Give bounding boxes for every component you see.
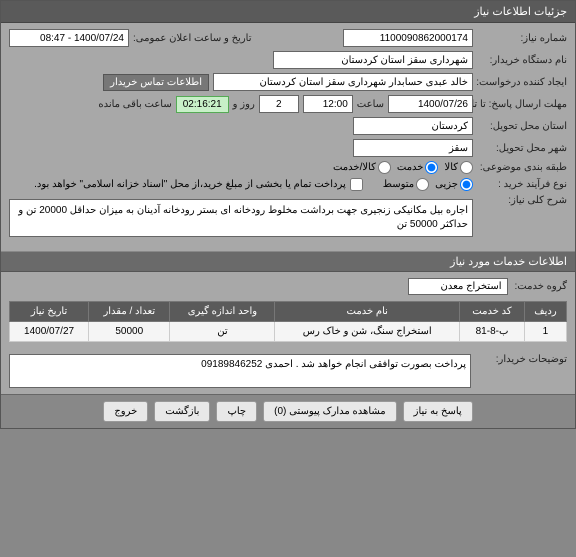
payment-checkbox-row[interactable]: پرداخت تمام یا بخشی از مبلغ خرید،از محل … bbox=[34, 178, 363, 191]
category-radios: کالا خدمت کالا/خدمت bbox=[333, 161, 473, 174]
cell-unit: تن bbox=[170, 322, 275, 342]
payment-check-label: پرداخت تمام یا بخشی از مبلغ خرید،از محل … bbox=[34, 179, 346, 190]
announce-label: تاریخ و ساعت اعلان عمومی: bbox=[133, 33, 252, 44]
exit-button[interactable]: خروج bbox=[103, 401, 148, 422]
contact-button[interactable]: اطلاعات تماس خریدار bbox=[103, 74, 209, 91]
creator-label: ایجاد کننده درخواست: bbox=[477, 77, 567, 88]
deadline-time-field[interactable] bbox=[303, 95, 353, 113]
cell-date: 1400/07/27 bbox=[10, 322, 89, 342]
description-box: اجاره بیل مکانیکی زنجیری جهت برداشت مخلو… bbox=[9, 199, 473, 237]
radio-service[interactable]: خدمت bbox=[397, 161, 439, 174]
buyer-notes-row: توضیحات خریدار: پرداخت بصورت توافقی انجا… bbox=[1, 348, 575, 394]
deadline-label: مهلت ارسال پاسخ: تا تاریخ: bbox=[477, 99, 567, 110]
details-panel: جزئیات اطلاعات نیاز شماره نیاز: تاریخ و … bbox=[0, 0, 576, 429]
buyer-notes-label: توضیحات خریدار: bbox=[477, 354, 567, 388]
days-field[interactable] bbox=[259, 95, 299, 113]
back-button[interactable]: بازگشت bbox=[154, 401, 210, 422]
cell-qty: 50000 bbox=[89, 322, 170, 342]
purchase-type-label: نوع فرآیند خرید : bbox=[477, 179, 567, 190]
purchase-type-radios: جزیی متوسط bbox=[383, 178, 473, 191]
group-field: استخراج معدن bbox=[408, 278, 508, 295]
panel-title: جزئیات اطلاعات نیاز bbox=[1, 1, 575, 23]
need-number-field[interactable] bbox=[343, 29, 473, 47]
cell-code: ب-8-81 bbox=[460, 322, 525, 342]
cell-row: 1 bbox=[524, 322, 566, 342]
form-area: شماره نیاز: تاریخ و ساعت اعلان عمومی: نا… bbox=[1, 23, 575, 251]
radio-both[interactable]: کالا/خدمت bbox=[333, 161, 391, 174]
table-row[interactable]: 1 ب-8-81 استخراج سنگ، شن و خاک رس تن 500… bbox=[10, 322, 567, 342]
group-label: گروه خدمت: bbox=[514, 281, 567, 292]
city-label: شهر محل تحویل: bbox=[477, 143, 567, 154]
province-field[interactable] bbox=[353, 117, 473, 135]
announce-field[interactable] bbox=[9, 29, 129, 47]
th-unit: واحد اندازه گیری bbox=[170, 302, 275, 322]
description-label: شرح کلی نیاز: bbox=[477, 195, 567, 206]
days-suffix: روز و bbox=[233, 99, 255, 110]
th-code: کد خدمت bbox=[460, 302, 525, 322]
category-label: طبقه بندی موضوعی: bbox=[477, 162, 567, 173]
th-name: نام خدمت bbox=[275, 302, 460, 322]
deadline-date-field[interactable] bbox=[388, 95, 473, 113]
cell-name: استخراج سنگ، شن و خاک رس bbox=[275, 322, 460, 342]
city-field[interactable] bbox=[353, 139, 473, 157]
respond-button[interactable]: پاسخ به نیاز bbox=[403, 401, 473, 422]
th-row: ردیف bbox=[524, 302, 566, 322]
remaining-label: ساعت باقی مانده bbox=[98, 99, 171, 110]
time-label: ساعت bbox=[357, 99, 384, 110]
attachments-button[interactable]: مشاهده مدارک پیوستی (0) bbox=[263, 401, 397, 422]
th-qty: تعداد / مقدار bbox=[89, 302, 170, 322]
buyer-notes-box: پرداخت بصورت توافقی انجام خواهد شد . احم… bbox=[9, 354, 471, 388]
need-number-label: شماره نیاز: bbox=[477, 33, 567, 44]
device-field[interactable] bbox=[273, 51, 473, 69]
radio-goods[interactable]: کالا bbox=[444, 161, 473, 174]
footer-buttons: پاسخ به نیاز مشاهده مدارک پیوستی (0) چاپ… bbox=[1, 394, 575, 428]
th-date: تاریخ نیاز bbox=[10, 302, 89, 322]
service-group-row: گروه خدمت: استخراج معدن bbox=[1, 272, 575, 301]
radio-medium[interactable]: متوسط bbox=[383, 178, 429, 191]
device-label: نام دستگاه خریدار: bbox=[477, 55, 567, 66]
radio-minor[interactable]: جزیی bbox=[435, 178, 473, 191]
creator-field[interactable] bbox=[213, 73, 473, 91]
services-table: ردیف کد خدمت نام خدمت واحد اندازه گیری ت… bbox=[9, 301, 567, 342]
table-header-row: ردیف کد خدمت نام خدمت واحد اندازه گیری ت… bbox=[10, 302, 567, 322]
print-button[interactable]: چاپ bbox=[216, 401, 257, 422]
province-label: استان محل تحویل: bbox=[477, 121, 567, 132]
payment-checkbox[interactable] bbox=[350, 178, 363, 191]
services-section-title: اطلاعات خدمات مورد نیاز bbox=[1, 251, 575, 272]
countdown-timer: 02:16:21 bbox=[176, 96, 229, 113]
